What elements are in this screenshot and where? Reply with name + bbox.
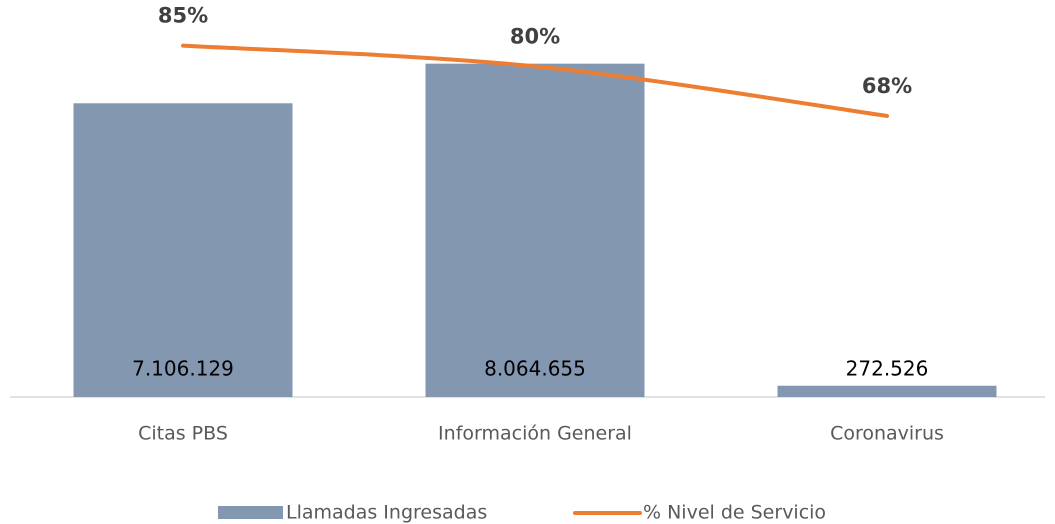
- legend-label: Llamadas Ingresadas: [286, 502, 487, 524]
- line-value-label: 85%: [158, 4, 208, 28]
- bar: [73, 103, 293, 397]
- x-tick-label: Citas PBS: [138, 423, 228, 445]
- legend-swatch: [218, 506, 283, 519]
- bar-value-label: 272.526: [846, 357, 929, 381]
- x-tick-label: Información General: [438, 423, 632, 445]
- line-value-label: 68%: [862, 74, 912, 98]
- bar-value-label: 7.106.129: [132, 357, 234, 381]
- line-value-label: 80%: [510, 24, 560, 48]
- bar-value-label: 8.064.655: [484, 357, 586, 381]
- x-tick-label: Coronavirus: [830, 423, 944, 445]
- legend-label: % Nivel de Servicio: [643, 502, 826, 524]
- line: [181, 43, 889, 118]
- bar: [777, 385, 997, 397]
- bar: [425, 63, 645, 398]
